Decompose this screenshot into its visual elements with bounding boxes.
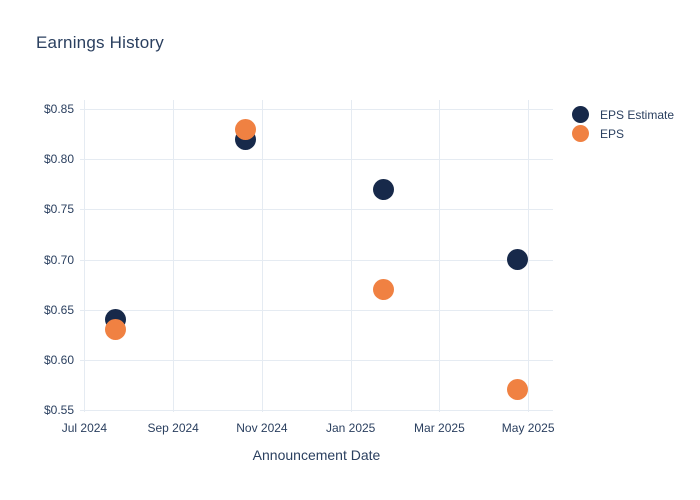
x-gridline xyxy=(261,100,263,412)
x-gridline xyxy=(528,100,530,412)
x-tick-label: Nov 2024 xyxy=(236,421,288,435)
y-gridline xyxy=(80,409,553,411)
point-eps-estimate-4[interactable] xyxy=(506,249,528,270)
y-tick-label: $0.60 xyxy=(43,352,74,367)
y-gridline xyxy=(80,359,553,361)
x-axis-title: Announcement Date xyxy=(252,447,381,463)
x-tick-label: Sep 2024 xyxy=(147,421,199,435)
y-axis-labels: $0.85 $0.80 $0.75 $0.70 $0.65 $0.60 $0.55 xyxy=(0,100,74,417)
point-eps-3[interactable] xyxy=(372,279,394,301)
x-gridline xyxy=(173,100,175,412)
legend-item-eps-estimate[interactable]: EPS Estimate xyxy=(572,105,674,124)
y-gridline xyxy=(80,109,553,111)
eps-marker-icon xyxy=(572,125,589,142)
chart-title: Earnings History xyxy=(36,33,164,52)
y-gridline xyxy=(80,209,553,211)
point-eps-2[interactable] xyxy=(235,118,256,140)
x-gridline xyxy=(350,100,352,412)
y-tick-label: $0.55 xyxy=(43,402,74,417)
legend-label-eps: EPS xyxy=(600,126,625,141)
point-eps-1[interactable] xyxy=(105,319,127,341)
x-axis-labels: Jul 2024 Sep 2024 Nov 2024 Jan 2025 Mar 2025… xyxy=(62,412,555,436)
y-gridline xyxy=(80,259,553,261)
point-eps-4[interactable] xyxy=(506,379,528,401)
legend-item-eps[interactable]: EPS xyxy=(572,124,674,143)
x-tick-label: Jul 2024 xyxy=(61,421,108,435)
legend: EPS Estimate EPS xyxy=(572,105,674,143)
legend-label-eps-estimate: EPS Estimate xyxy=(600,107,675,122)
x-tick-label: Jan 2025 xyxy=(325,421,376,435)
y-tick-label: $0.80 xyxy=(43,152,74,167)
point-eps-estimate-3[interactable] xyxy=(372,178,394,200)
y-tick-label: $0.85 xyxy=(43,102,74,117)
y-tick-label: $0.70 xyxy=(43,252,74,267)
x-tick-label: May 2025 xyxy=(501,421,555,435)
x-tick-label: Mar 2025 xyxy=(414,421,465,435)
y-tick-label: $0.65 xyxy=(43,302,74,317)
y-gridline xyxy=(80,159,553,161)
y-gridline xyxy=(80,309,553,311)
x-gridline xyxy=(439,100,441,412)
eps-estimate-marker-icon xyxy=(572,106,589,123)
plot-area[interactable] xyxy=(80,100,553,412)
y-tick-label: $0.75 xyxy=(43,202,74,217)
x-gridline xyxy=(84,100,86,412)
